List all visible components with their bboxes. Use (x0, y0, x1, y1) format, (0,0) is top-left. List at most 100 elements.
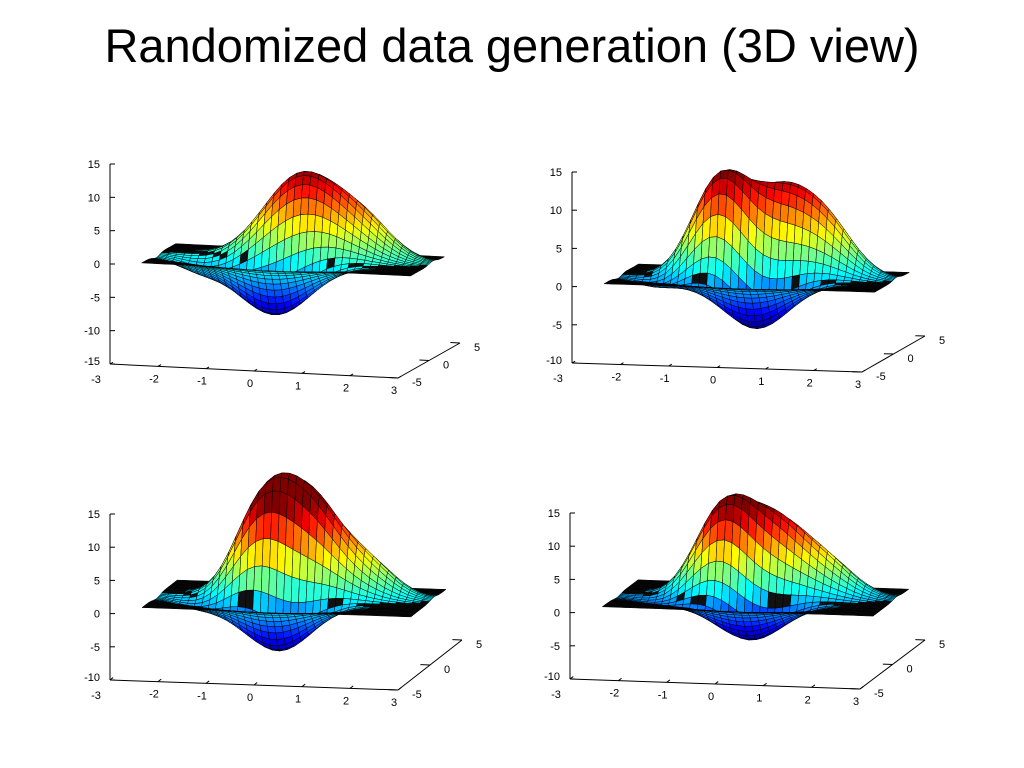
surface-patch (641, 595, 651, 599)
surface-patch (806, 289, 817, 291)
surface-patch (141, 606, 152, 609)
z-tick-label: 0 (94, 259, 100, 271)
surface-patch (283, 235, 293, 260)
surface-patch (380, 614, 391, 617)
surface-patch (306, 557, 316, 583)
surface-patch (334, 247, 344, 259)
surface-patch (858, 290, 869, 293)
surface-patch (314, 561, 324, 585)
y-tick-label: 0 (907, 664, 913, 676)
surface-patch (812, 596, 822, 603)
surface-patch (290, 271, 300, 273)
surface-patch (282, 271, 293, 273)
z-tick-label: 0 (556, 282, 562, 294)
surface-patch (267, 296, 277, 305)
x-tick-label: -1 (658, 689, 668, 701)
z-tick-label: -5 (552, 320, 562, 332)
surface-patch (343, 272, 352, 274)
surface-patch (271, 275, 281, 280)
surface-patch (254, 538, 264, 567)
surface-patch (387, 615, 398, 617)
surface-patch (725, 504, 735, 522)
surface-patch (761, 254, 771, 279)
surface-patch (819, 596, 830, 603)
z-tick-label: 5 (554, 574, 560, 586)
surface-patch (335, 272, 345, 274)
surface-patch (277, 273, 287, 276)
surface-patch (836, 290, 846, 292)
surface-patch (762, 232, 772, 259)
surface-patch (708, 236, 718, 259)
surface-patch (751, 297, 761, 304)
surface-patch (828, 273, 838, 281)
surface-patch (291, 549, 301, 580)
y-tick-label: 0 (443, 360, 449, 372)
surface-patch (299, 213, 309, 234)
surface-patch (402, 615, 413, 618)
z-tick-label: 15 (548, 508, 560, 520)
surface-patch (379, 273, 390, 276)
surface-patch (302, 175, 312, 186)
surface-patch (776, 259, 786, 280)
x-tick-label: 0 (710, 375, 716, 387)
surface-patch (774, 593, 784, 609)
surface-patch (252, 589, 262, 614)
surface-mesh (601, 493, 910, 641)
x-tick-label: -2 (149, 689, 159, 701)
surface-patch (821, 273, 831, 281)
surface-patch (305, 580, 315, 603)
surface-patch (269, 538, 279, 571)
x-tick-label: 1 (295, 694, 301, 706)
surface-patch (187, 599, 197, 604)
surface-patch (156, 607, 167, 609)
x-tick (861, 369, 866, 373)
surface-patch (307, 197, 317, 216)
surface-patch (786, 222, 796, 244)
surface-patch (635, 274, 646, 278)
surface-patch (224, 610, 233, 612)
surface-patch (835, 279, 845, 284)
surface-patch (272, 477, 282, 492)
surface-patch (698, 272, 708, 286)
surface-patch (273, 289, 283, 298)
surface-patch (163, 263, 174, 265)
surface-patch (842, 280, 852, 284)
surface-patch (783, 579, 793, 596)
x-tick (301, 371, 306, 374)
surface-patch (298, 579, 308, 603)
surface-patch (271, 490, 281, 515)
x-tick (109, 361, 114, 365)
surface-patch (759, 588, 769, 609)
surface-patch (807, 260, 817, 274)
surface-patch (718, 178, 728, 196)
surface-patch (610, 283, 621, 285)
surface-patch (714, 560, 724, 584)
surface-patch (663, 284, 673, 287)
surface-patch (276, 540, 286, 575)
z-tick-label: 15 (88, 159, 100, 171)
surface-patch (262, 511, 272, 540)
surface-patch (181, 594, 191, 599)
surface-patch (808, 246, 817, 263)
surface-patch (743, 297, 753, 304)
x-tick (349, 373, 354, 377)
z-tick-label: -15 (84, 356, 100, 368)
surface-patch (305, 231, 315, 251)
surface-patch (699, 256, 709, 274)
surface-patch (300, 197, 310, 215)
surface-patch (866, 291, 876, 293)
surface-patch (275, 631, 285, 640)
surface-patch (260, 565, 270, 595)
surface-patch (349, 598, 359, 605)
surface-patch (787, 205, 797, 226)
surface-patch (742, 293, 752, 299)
surface-patch (753, 308, 763, 317)
surface-patch (261, 538, 271, 568)
x-tick (859, 686, 864, 690)
surface-patch (799, 289, 808, 291)
x-tick-label: -3 (91, 690, 101, 702)
surface-patch (273, 283, 282, 291)
surface-patch (719, 169, 729, 180)
